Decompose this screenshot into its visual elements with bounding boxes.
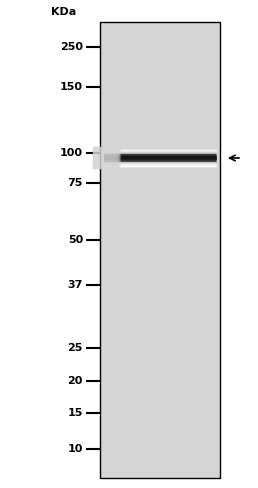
Text: 37: 37 bbox=[68, 280, 83, 290]
Text: 250: 250 bbox=[60, 42, 83, 52]
Text: 10: 10 bbox=[68, 444, 83, 454]
Text: 20: 20 bbox=[68, 376, 83, 386]
Text: 50: 50 bbox=[68, 235, 83, 245]
Text: 15: 15 bbox=[68, 408, 83, 418]
Bar bbox=[104, 154, 216, 162]
Text: KDa: KDa bbox=[51, 7, 76, 17]
Text: 150: 150 bbox=[60, 82, 83, 92]
Text: 75: 75 bbox=[68, 178, 83, 188]
Bar bbox=[100, 22, 220, 478]
Text: 100: 100 bbox=[60, 148, 83, 158]
Text: 25: 25 bbox=[68, 343, 83, 353]
